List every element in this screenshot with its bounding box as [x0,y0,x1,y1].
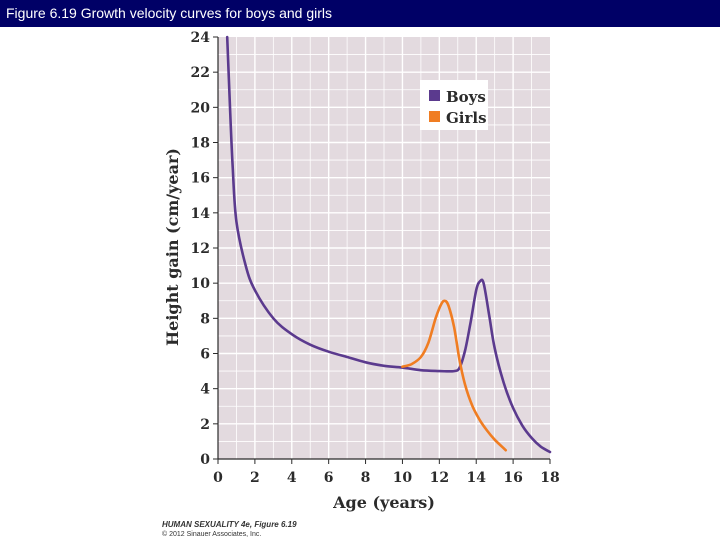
figure-credit: HUMAN SEXUALITY 4e, Figure 6.19 [162,520,297,529]
y-tick-label: 18 [191,136,210,152]
axes [213,36,551,464]
x-tick-labels: 0 2 4 6 8 10 12 14 16 18 [213,470,560,486]
legend-swatch-girls [429,111,440,122]
legend-label-girls: Girls [446,109,487,127]
y-tick-label: 0 [200,452,210,468]
y-tick-label: 12 [191,241,210,257]
copyright-notice: © 2012 Sinauer Associates, Inc. [162,531,262,538]
y-axis-label: Height gain (cm/year) [163,148,182,346]
y-tick-label: 6 [200,347,210,363]
x-tick-label: 6 [324,470,334,486]
legend: Boys Girls [420,80,488,130]
slide-title-bar: Figure 6.19 Growth velocity curves for b… [0,0,720,27]
legend-label-boys: Boys [446,88,486,106]
y-tick-label: 22 [191,65,210,81]
x-tick-label: 18 [540,470,559,486]
x-tick-label: 4 [287,470,297,486]
y-tick-label: 20 [191,100,211,116]
x-tick-label: 10 [393,470,413,486]
y-tick-label: 24 [191,30,211,46]
legend-swatch-boys [429,90,440,101]
grid [218,37,550,459]
x-tick-label: 8 [361,470,371,486]
y-tick-label: 4 [200,382,210,398]
y-tick-label: 16 [191,171,210,187]
x-tick-label: 2 [250,470,260,486]
y-tick-label: 8 [200,311,210,327]
x-tick-label: 12 [430,470,449,486]
y-tick-label: 10 [191,276,211,292]
series-lines [225,35,552,454]
x-axis-label: Age (years) [332,493,435,512]
slide-title: Figure 6.19 Growth velocity curves for b… [6,5,333,21]
x-tick-label: 0 [213,470,223,486]
series-line-girls [401,299,507,452]
series-line-boys [225,35,552,454]
x-tick-label: 16 [503,470,522,486]
y-tick-label: 2 [200,417,210,433]
x-tick-label: 14 [466,470,486,486]
y-tick-label: 14 [191,206,211,222]
